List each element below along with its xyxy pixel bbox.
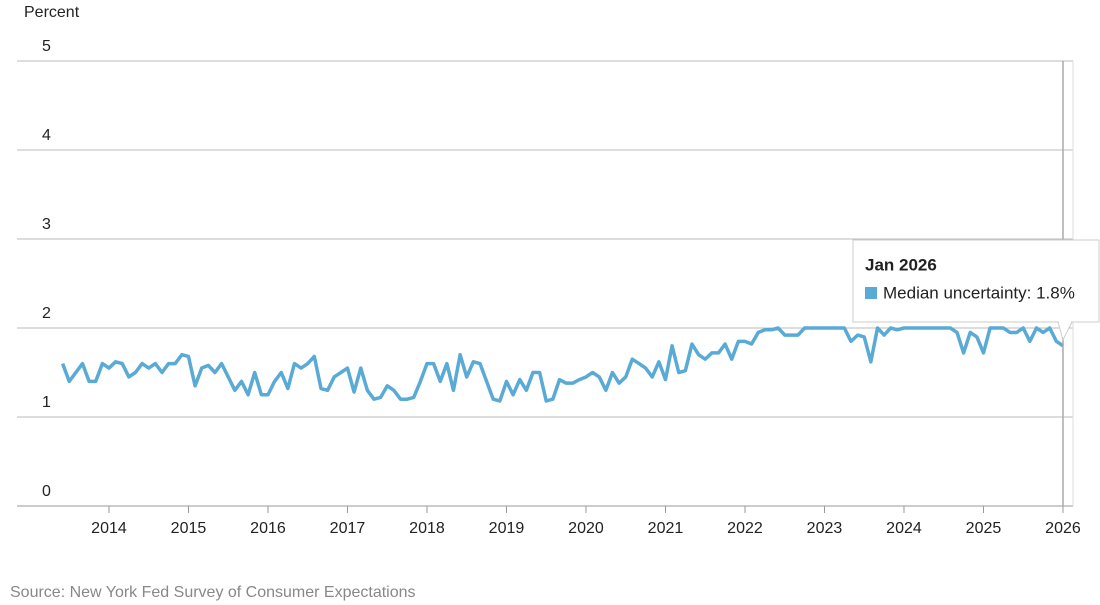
- y-tick-label: 4: [42, 127, 51, 144]
- tooltip-box: [852, 239, 1100, 323]
- y-tick-label: 1: [42, 394, 51, 411]
- x-tick-label: 2014: [91, 520, 127, 537]
- x-tick-label: 2015: [171, 520, 207, 537]
- source-note: Source: New York Fed Survey of Consumer …: [10, 584, 416, 601]
- x-tick-label: 2021: [648, 520, 684, 537]
- tooltip-text: Median uncertainty: 1.8%: [883, 283, 1075, 302]
- x-tick-label: 2023: [807, 520, 843, 537]
- x-tick-label: 2019: [489, 520, 525, 537]
- tooltip-pointer: [1057, 321, 1073, 342]
- x-tick-label: 2018: [409, 520, 445, 537]
- tooltip: Jan 2026 Median uncertainty: 1.8%: [852, 239, 1100, 342]
- y-axis-label: Percent: [24, 4, 80, 21]
- y-tick-label: 5: [42, 38, 51, 55]
- tooltip-swatch: [865, 287, 877, 299]
- y-tick-label: 2: [42, 305, 51, 322]
- x-tick-label: 2020: [568, 520, 604, 537]
- tooltip-cover: [1059, 320, 1071, 323]
- x-tick-label: 2025: [966, 520, 1002, 537]
- x-tick-label: 2026: [1045, 520, 1081, 537]
- y-tick-label: 0: [42, 483, 51, 500]
- x-tick-label: 2024: [886, 520, 922, 537]
- x-tick-label: 2016: [250, 520, 286, 537]
- tooltip-title: Jan 2026: [865, 255, 937, 274]
- y-tick-label: 3: [42, 216, 51, 233]
- data-line: [60, 326, 1064, 403]
- x-tick-label: 2022: [727, 520, 763, 537]
- x-tick-label: 2017: [330, 520, 366, 537]
